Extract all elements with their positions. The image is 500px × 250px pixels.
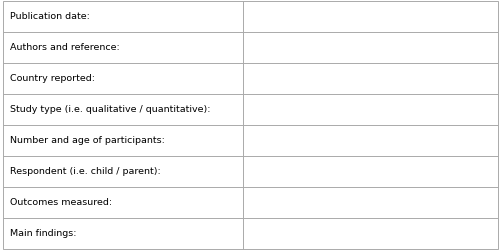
Text: Authors and reference:: Authors and reference: (10, 43, 120, 52)
Text: Number and age of participants:: Number and age of participants: (10, 136, 165, 145)
Text: Main findings:: Main findings: (10, 229, 76, 238)
Text: Country reported:: Country reported: (10, 74, 95, 83)
Text: Outcomes measured:: Outcomes measured: (10, 198, 112, 207)
Text: Publication date:: Publication date: (10, 12, 90, 21)
Text: Respondent (i.e. child / parent):: Respondent (i.e. child / parent): (10, 167, 161, 176)
Text: Study type (i.e. qualitative / quantitative):: Study type (i.e. qualitative / quantitat… (10, 105, 210, 114)
